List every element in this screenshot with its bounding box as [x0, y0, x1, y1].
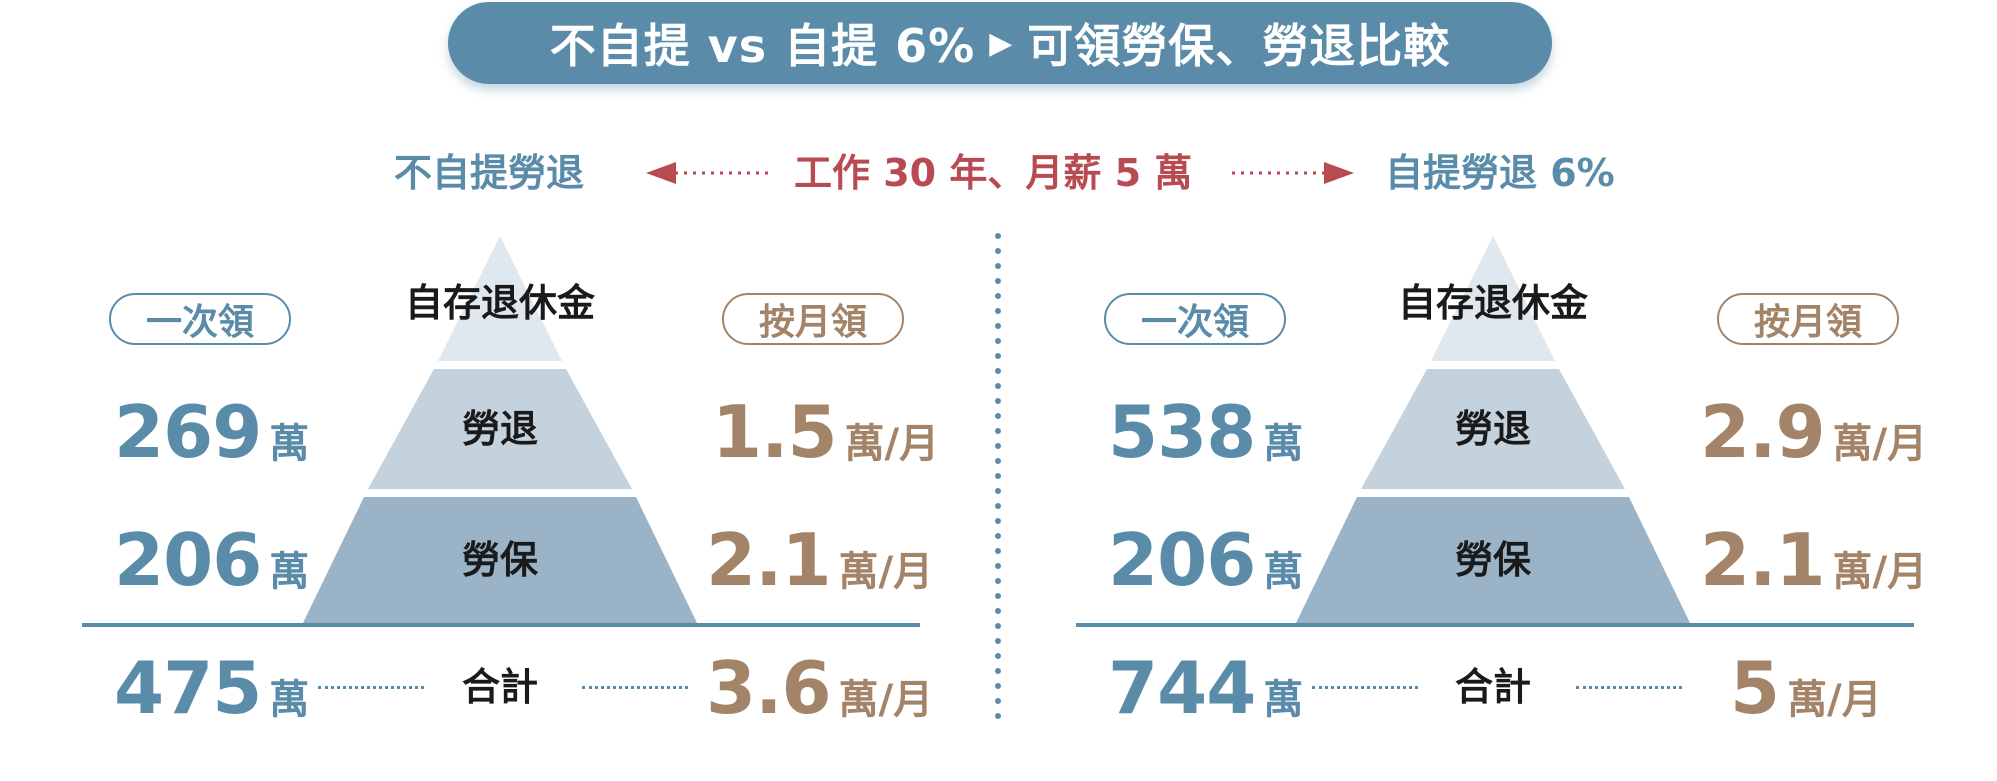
lump-sum-label-right: 一次領 [1104, 293, 1286, 345]
pyramid-left-bottom-label: 勞保 [461, 538, 538, 582]
title-suffix: 可領勞保、勞退比較 [1027, 19, 1451, 73]
left-row1-lump: 269 萬 [114, 390, 310, 474]
right-arrow-icon [1232, 162, 1354, 184]
left-arrow-icon [646, 162, 768, 184]
lump-sum-label-left: 一次領 [109, 293, 291, 345]
right-total-leader-1 [1312, 686, 1418, 689]
pyramid-left-top-label: 自存退休金 [404, 281, 595, 325]
left-baseline [82, 623, 920, 627]
left-total-leader-2 [582, 686, 688, 689]
left-total-lump: 475 萬 [114, 646, 310, 730]
pyramid-left [302, 236, 698, 625]
title-banner: 不自提 vs 自提 6% ▶ 可領勞保、勞退比較 [448, 2, 1552, 84]
right-baseline [1076, 623, 1914, 627]
play-arrow-icon: ▶ [989, 25, 1014, 61]
pyramid-right-top-label: 自存退休金 [1397, 281, 1588, 325]
pyramid-right [1295, 236, 1691, 625]
right-row1-monthly: 2.9 萬/月 [1700, 390, 1928, 474]
left-row1-monthly: 1.5 萬/月 [712, 390, 940, 474]
monthly-label-right: 按月領 [1717, 293, 1899, 345]
right-total-label: 合計 [1454, 665, 1531, 709]
left-row2-lump: 206 萬 [114, 518, 310, 602]
right-row2-lump: 206 萬 [1108, 518, 1304, 602]
left-total-leader-1 [318, 686, 424, 689]
right-row2-monthly: 2.1 萬/月 [1700, 518, 1928, 602]
monthly-label-left: 按月領 [722, 293, 904, 345]
subheader-left: 不自提勞退 [394, 151, 585, 195]
right-total-monthly: 5 萬/月 [1730, 646, 1882, 730]
title-text: 不自提 vs 自提 6% [549, 19, 976, 73]
pyramid-right-bottom-label: 勞保 [1454, 538, 1531, 582]
left-total-monthly: 3.6 萬/月 [706, 646, 934, 730]
subheader-right: 自提勞退 6% [1385, 151, 1615, 195]
left-total-label: 合計 [461, 665, 538, 709]
right-total-leader-2 [1576, 686, 1682, 689]
right-row1-lump: 538 萬 [1108, 390, 1304, 474]
right-total-lump: 744 萬 [1108, 646, 1304, 730]
pyramid-right-middle-label: 勞退 [1454, 407, 1531, 451]
left-row2-monthly: 2.1 萬/月 [706, 518, 934, 602]
subheader-middle: 工作 30 年、月薪 5 萬 [794, 151, 1193, 195]
pyramid-left-middle-label: 勞退 [461, 407, 538, 451]
